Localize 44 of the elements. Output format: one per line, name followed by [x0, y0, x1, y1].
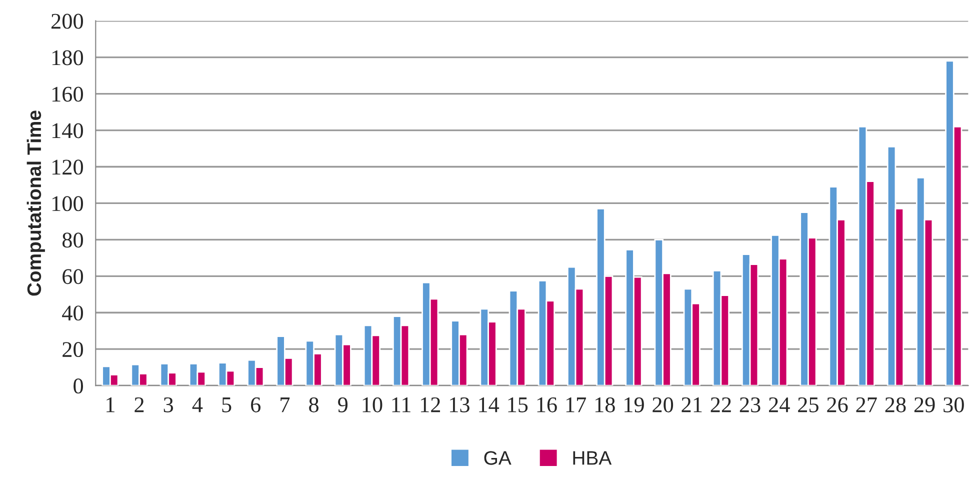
y-tick-label: 80 — [62, 232, 83, 248]
x-tick-label: 17 — [566, 397, 586, 412]
y-axis-title: Computational Time — [26, 110, 45, 296]
legend-label: HBA — [573, 451, 612, 465]
x-tick-label: 28 — [885, 397, 906, 412]
y-tick-label: 180 — [52, 50, 83, 66]
x-tick-label: 20 — [652, 397, 674, 412]
x-tick-label: 2 — [134, 397, 144, 412]
x-tick-label: 18 — [595, 397, 615, 412]
y-tick-label: 20 — [62, 342, 83, 358]
y-tick-label: 160 — [52, 86, 83, 102]
x-tick-label: 6 — [251, 397, 261, 412]
y-tick-label: 40 — [62, 306, 83, 321]
x-tick-label: 11 — [392, 397, 410, 412]
x-tick-label: 8 — [309, 397, 318, 412]
legend-label: GA — [484, 451, 512, 465]
x-tick-label: 12 — [420, 397, 440, 412]
x-tick-label: 22 — [710, 397, 731, 412]
x-tick-label: 4 — [192, 397, 203, 412]
x-tick-label: 29 — [914, 397, 935, 412]
x-tick-label: 14 — [479, 397, 500, 412]
x-tick-label: 15 — [508, 397, 528, 412]
y-tick-label: 60 — [62, 269, 83, 284]
x-tick-label: 3 — [164, 397, 174, 412]
x-tick-label: 24 — [769, 397, 790, 412]
x-tick-label: 7 — [280, 398, 290, 412]
y-tick-label: 200 — [51, 14, 83, 29]
y-tick-label: 0 — [74, 378, 83, 394]
x-tick-label: 9 — [338, 397, 348, 412]
x-tick-label: 26 — [827, 397, 848, 412]
x-tick-label: 19 — [624, 397, 644, 412]
x-tick-label: 23 — [740, 397, 760, 412]
x-tick-label: 16 — [537, 397, 557, 412]
x-tick-label: 5 — [222, 398, 232, 412]
x-tick-label: 25 — [798, 397, 818, 412]
x-tick-label: 27 — [856, 397, 877, 412]
y-tick-label: 140 — [52, 123, 83, 138]
y-tick-label: 100 — [52, 196, 83, 212]
y-tick-label: 120 — [52, 160, 83, 175]
x-tick-label: 21 — [682, 397, 702, 412]
x-tick-label: 13 — [450, 397, 470, 412]
x-tick-label: 30 — [944, 397, 964, 412]
x-tick-label: 10 — [362, 397, 382, 412]
x-tick-label: 1 — [106, 397, 114, 412]
